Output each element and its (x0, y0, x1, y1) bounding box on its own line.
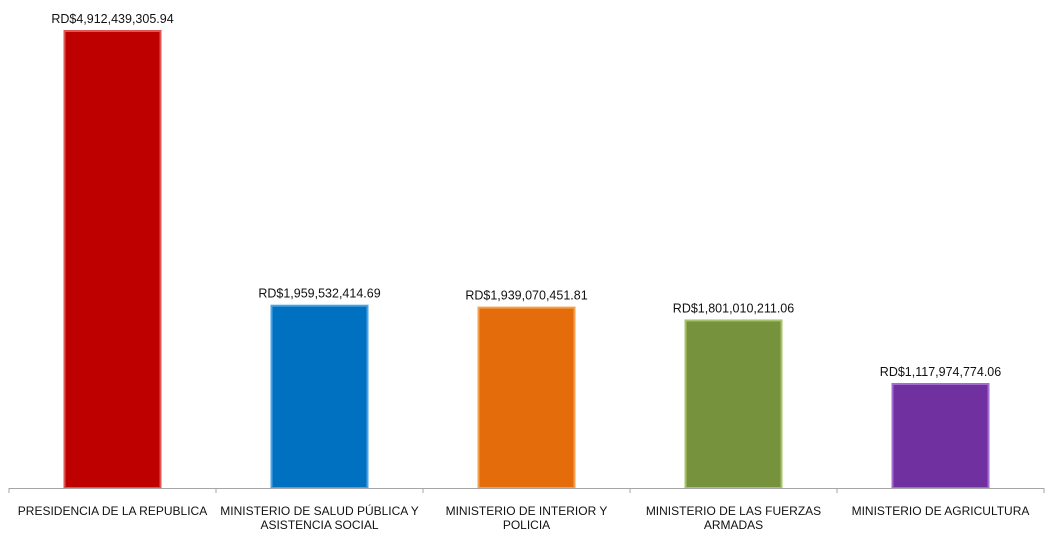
category-label-3: MINISTERIO DE INTERIOR Y POLICIA (446, 504, 608, 532)
category-labels-group: PRESIDENCIA DE LA REPUBLICA MINISTERIO DE… (18, 503, 1030, 532)
category-label-1: PRESIDENCIA DE LA REPUBLICA (18, 504, 207, 518)
x-axis (8, 488, 1045, 493)
value-label-2: RD$1,959,532,414.69 (258, 287, 380, 301)
bar-3 (477, 306, 576, 490)
bar-2 (270, 304, 369, 489)
value-label-4: RD$1,801,010,211.06 (673, 301, 794, 315)
category-label-2: MINISTERIO DE SALUD PÚBLICA Y ASISTENCIA … (220, 503, 419, 532)
value-label-3: RD$1,939,070,451.81 (465, 289, 587, 303)
bar-1 (63, 30, 162, 489)
value-label-1: RD$4,912,439,305.94 (51, 12, 173, 26)
bar-4 (684, 319, 783, 490)
bar-5 (891, 382, 990, 489)
value-label-5: RD$1,117,974,774.06 (880, 365, 1001, 379)
category-label-5: MINISTERIO DE AGRICULTURA (852, 504, 1030, 518)
category-label-4: MINISTERIO DE LAS FUERZAS ARMADAS (646, 504, 821, 532)
value-labels-group: RD$4,912,439,305.94 RD$1,959,532,414.69 RD… (51, 12, 1001, 379)
bars-group (63, 30, 990, 490)
